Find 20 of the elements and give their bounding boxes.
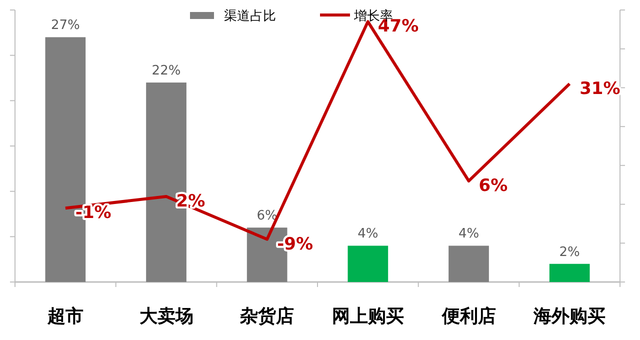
legend-label: 渠道占比 bbox=[224, 9, 276, 24]
bar bbox=[549, 264, 590, 282]
x-tick-label: 海外购买 bbox=[532, 306, 606, 327]
data-label: 6% bbox=[256, 208, 278, 224]
data-label: -9% bbox=[277, 234, 314, 254]
data-label: 6% bbox=[478, 176, 508, 196]
x-tick-label: 网上购买 bbox=[332, 306, 404, 327]
data-label: -1% bbox=[75, 203, 112, 224]
data-label: 2% bbox=[559, 244, 580, 260]
data-label: 31% bbox=[580, 78, 620, 99]
data-label: 4% bbox=[458, 226, 480, 242]
bar bbox=[448, 246, 489, 282]
x-tick-label: 杂货店 bbox=[239, 306, 294, 327]
x-tick-label: 大卖场 bbox=[138, 306, 194, 327]
data-label: 4% bbox=[358, 226, 378, 242]
x-tick-label: 超市 bbox=[46, 306, 84, 327]
bar bbox=[348, 246, 388, 282]
x-tick-label: 便利店 bbox=[440, 306, 496, 327]
data-label: 27% bbox=[50, 18, 80, 34]
data-label: 22% bbox=[152, 64, 181, 79]
